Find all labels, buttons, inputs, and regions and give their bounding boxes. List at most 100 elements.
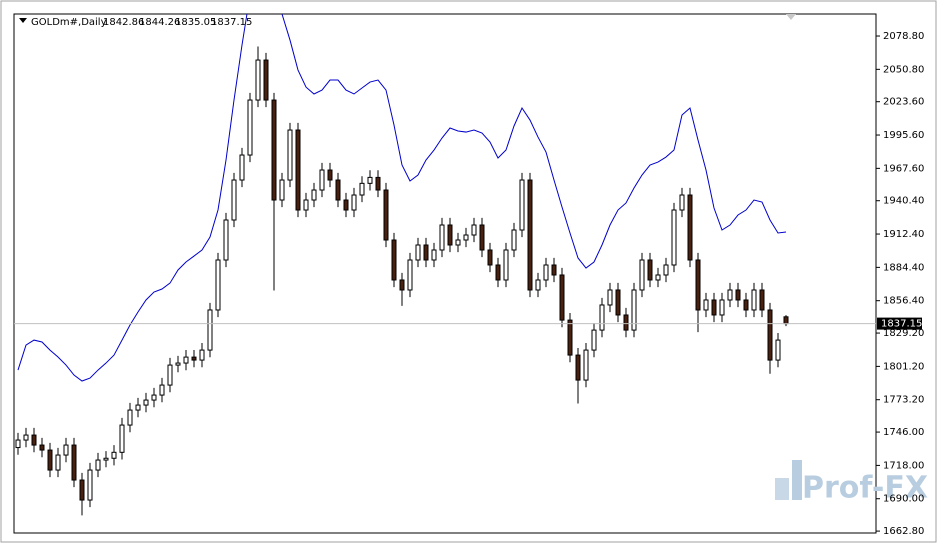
candle-body	[631, 289, 637, 331]
candle-body	[471, 224, 477, 236]
candle-body	[199, 349, 205, 361]
candle-body	[359, 182, 365, 196]
candle-body	[87, 469, 93, 501]
candle-body	[575, 354, 581, 381]
candle-body	[127, 409, 133, 426]
menu-arrow	[19, 18, 27, 23]
candle-body	[711, 299, 717, 316]
y-tick-label: 1801.20	[883, 361, 924, 372]
candle-body	[351, 194, 357, 211]
shift-marker	[786, 14, 796, 20]
candle-body	[551, 264, 557, 276]
candle-body	[111, 451, 117, 459]
candle-body	[783, 316, 789, 325]
candle-body	[719, 299, 725, 316]
candle-body	[423, 244, 429, 261]
candle-body	[647, 259, 653, 281]
candle-body	[255, 59, 261, 101]
candle-body	[95, 459, 101, 471]
candle-body	[559, 274, 565, 321]
candle-body	[247, 99, 253, 156]
candle-body	[343, 199, 349, 211]
candle-body	[231, 179, 237, 221]
candle-body	[295, 129, 301, 211]
y-tick-label: 2023.60	[883, 97, 924, 108]
candle-body	[391, 239, 397, 281]
y-tick-label: 1746.00	[883, 427, 924, 438]
y-tick-label: 1912.40	[883, 229, 924, 240]
candle-body	[623, 314, 629, 331]
candle-body	[215, 259, 221, 311]
bid-label: 1837.15	[881, 319, 922, 330]
watermark: Prof-FX	[802, 471, 928, 506]
candle-body	[599, 304, 605, 331]
candle-body	[223, 219, 229, 261]
candle-body	[303, 199, 309, 211]
candle-body	[543, 264, 549, 281]
candle-body	[207, 309, 213, 351]
candle-body	[735, 289, 741, 301]
candle-body	[47, 449, 53, 471]
candle-body	[31, 434, 37, 446]
y-tick-label: 1690.00	[883, 494, 924, 505]
candle-body	[703, 299, 709, 311]
candle-body	[239, 154, 245, 181]
candle-body	[639, 259, 645, 291]
candle-body	[455, 239, 461, 246]
candle-body	[119, 424, 125, 453]
y-tick-label: 2050.80	[883, 64, 924, 75]
y-tick-label: 1967.60	[883, 163, 924, 174]
candle-body	[479, 224, 485, 251]
candle-body	[23, 434, 29, 441]
candle-body	[407, 259, 413, 291]
candle-body	[143, 399, 149, 406]
candle-body	[191, 356, 197, 361]
candle-body	[375, 176, 381, 191]
candle-body	[167, 364, 173, 386]
candle-body	[727, 289, 733, 301]
candle-body	[335, 179, 341, 201]
indicator-line	[17, 14, 787, 382]
candle-body	[39, 444, 45, 451]
header-low: 1835.05	[175, 17, 216, 28]
candle-body	[367, 176, 373, 184]
y-tick-label: 2078.80	[883, 31, 924, 42]
candle-body	[663, 264, 669, 276]
candle-body	[687, 194, 693, 261]
candle-body	[671, 209, 677, 266]
candle-body	[495, 264, 501, 281]
y-tick-label: 1773.20	[883, 395, 924, 406]
candle-body	[615, 289, 621, 316]
candle-body	[519, 179, 525, 231]
candle-body	[607, 289, 613, 306]
candle-body	[15, 439, 21, 449]
candle-body	[279, 179, 285, 201]
candle-body	[655, 274, 661, 281]
candle-body	[431, 249, 437, 261]
candle-body	[175, 362, 181, 366]
bid-label-bg	[877, 317, 922, 330]
candle-body	[183, 356, 189, 364]
candle-body	[415, 244, 421, 261]
y-tick-label: 1995.60	[883, 130, 924, 141]
watermark-logo	[775, 460, 802, 500]
candle-body	[383, 189, 389, 241]
candle-body	[767, 309, 773, 361]
candle-body	[775, 339, 781, 361]
candle-body	[447, 224, 453, 246]
header-high: 1844.26	[139, 17, 180, 28]
candle-body	[439, 224, 445, 251]
y-tick-label: 1829.20	[883, 328, 924, 339]
candle-body	[271, 99, 277, 201]
y-tick-label: 1940.40	[883, 196, 924, 207]
candle-body	[103, 457, 109, 461]
candle-body	[63, 444, 69, 456]
candle-body	[743, 299, 749, 311]
candle-body	[503, 249, 509, 281]
candle-body	[487, 249, 493, 266]
chart-title: GOLDm#,Daily	[31, 17, 107, 28]
candle-body	[399, 279, 405, 291]
candle-body	[327, 169, 333, 181]
y-tick-label: 1884.40	[883, 262, 924, 273]
candle-body	[159, 384, 165, 396]
